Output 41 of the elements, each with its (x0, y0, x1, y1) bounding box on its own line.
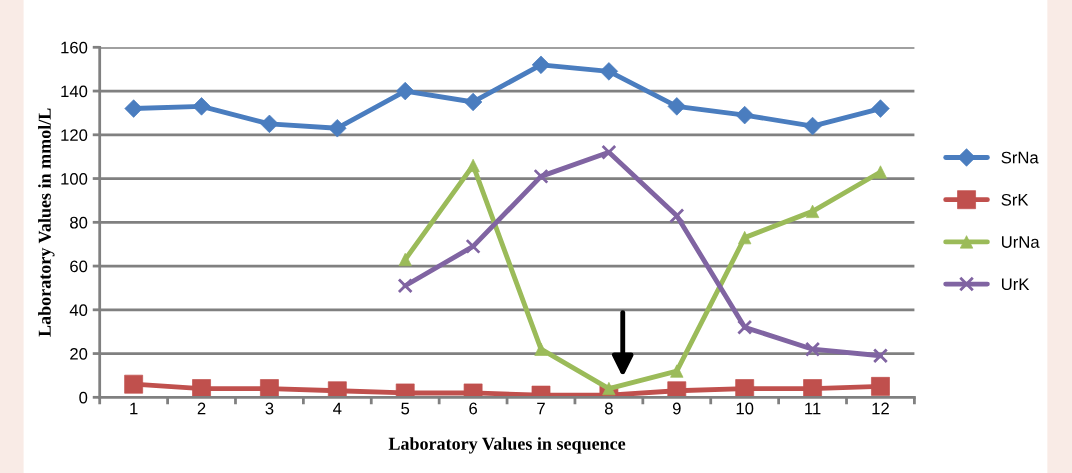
x-tick-label: 3 (265, 402, 274, 415)
x-tick-label: 2 (197, 402, 206, 415)
point (737, 319, 753, 335)
point (466, 158, 480, 173)
legend-label: SrNa (1001, 151, 1039, 164)
x-tick-label: 1 (130, 402, 138, 415)
y-tick-label: 80 (70, 216, 88, 229)
legend-label: UrK (1002, 278, 1030, 291)
y-tick-label: 120 (61, 129, 88, 142)
point (804, 341, 821, 357)
x-tick-label: 4 (333, 402, 342, 415)
legend-label: SrK (1001, 193, 1029, 206)
y-tick-label: 140 (61, 85, 88, 98)
x-tick-label: 8 (604, 402, 613, 415)
y-axis-title: Laboratory Values in mmol/L (38, 108, 55, 337)
point (872, 348, 889, 364)
x-tick-label: 5 (401, 402, 410, 415)
y-tick-label: 40 (69, 304, 88, 317)
y-tick-label: 0 (79, 391, 88, 404)
y-tick-label: 160 (61, 41, 88, 54)
point (735, 105, 754, 125)
point (533, 168, 549, 185)
point (465, 238, 481, 255)
x-tick-label: 9 (672, 402, 681, 415)
point (260, 114, 279, 134)
x-tick-label: 10 (736, 402, 754, 415)
y-tick-label: 20 (70, 347, 88, 360)
point (397, 278, 413, 294)
y-tick-label: 60 (70, 260, 88, 273)
point (669, 208, 685, 224)
legend-label: UrNa (1002, 236, 1040, 248)
point (871, 377, 890, 396)
point (803, 116, 822, 136)
x-tick-label: 6 (469, 402, 478, 415)
x-tick-label: 7 (537, 402, 545, 415)
point (396, 81, 415, 101)
x-axis-title: Laboratory Values in sequence (388, 437, 626, 454)
point (601, 144, 617, 160)
x-tick-label: 11 (805, 402, 821, 415)
x-tick-label: 12 (872, 402, 889, 415)
y-tick-label: 100 (61, 172, 88, 185)
